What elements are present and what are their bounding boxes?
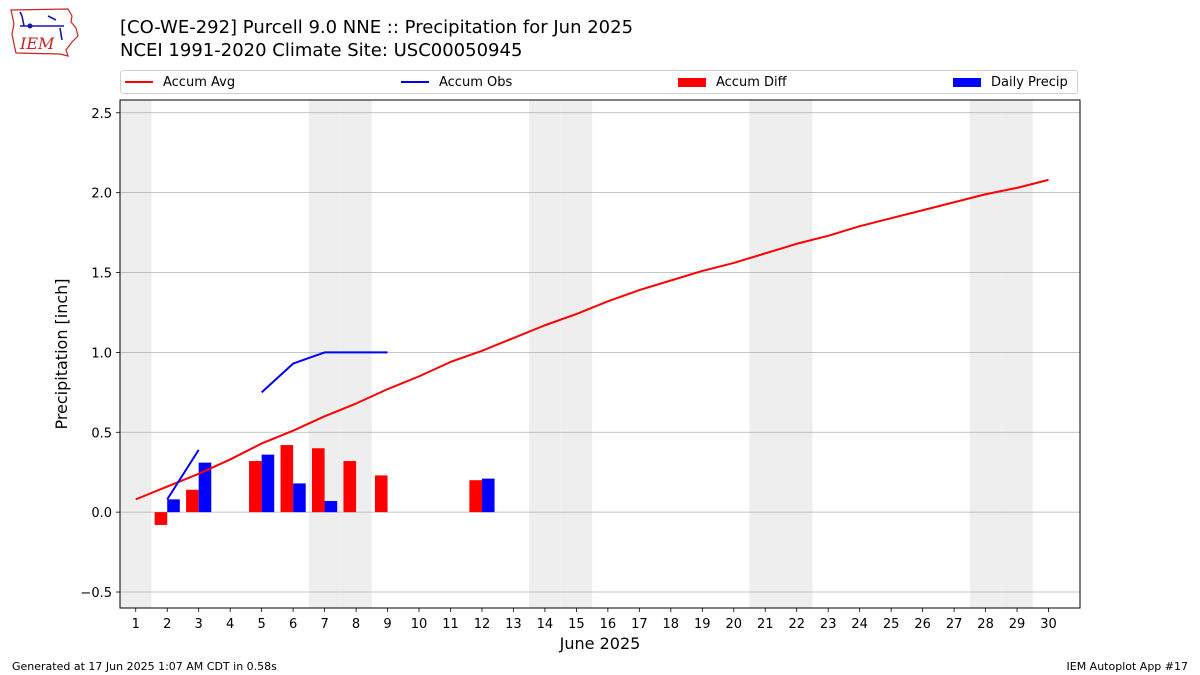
x-tick-label: 19 bbox=[694, 617, 711, 632]
footer-generated-text: Generated at 17 Jun 2025 1:07 AM CDT in … bbox=[12, 660, 277, 673]
legend-swatch-daily-precip bbox=[953, 77, 981, 87]
x-tick-label: 1 bbox=[132, 617, 140, 632]
x-tick-label: 15 bbox=[568, 617, 585, 632]
x-tick-label: 16 bbox=[600, 617, 617, 632]
x-tick-label: 2 bbox=[163, 617, 171, 632]
x-tick-label: 17 bbox=[631, 617, 648, 632]
x-tick-label: 25 bbox=[883, 617, 900, 632]
legend-swatch-accum-avg bbox=[125, 81, 153, 83]
weekend-band bbox=[780, 100, 813, 608]
legend-item-accum-diff: Accum Diff bbox=[678, 71, 787, 93]
weekend-band bbox=[340, 100, 372, 608]
x-tick-label: 3 bbox=[195, 617, 203, 632]
legend-item-accum-avg: Accum Avg bbox=[125, 71, 235, 93]
x-axis-ticks: 1 2 3 4 5 6 7 8 9 10 11 12 13 14 15 16 17 18 19 20 21 22 23 24 2… bbox=[132, 608, 1057, 632]
bar-daily-precip bbox=[324, 500, 338, 513]
x-tick-label: 30 bbox=[1040, 617, 1057, 632]
gridlines bbox=[120, 112, 1080, 593]
footer-app-text: IEM Autoplot App #17 bbox=[1066, 660, 1189, 673]
y-tick-label: −0.5 bbox=[80, 586, 112, 601]
chart-title: [CO-WE-292] Purcell 9.0 NNE :: Precipita… bbox=[120, 17, 634, 38]
y-axis-ticks: −0.5 0.0 0.5 1.0 1.5 2.0 2.5 bbox=[80, 107, 120, 601]
chart-subtitle: NCEI 1991-2020 Climate Site: USC00050945 bbox=[120, 40, 523, 61]
weekend-band bbox=[1001, 100, 1033, 608]
x-axis-label: June 2025 bbox=[559, 634, 641, 653]
legend-swatch-accum-diff bbox=[678, 77, 706, 87]
x-tick-label: 14 bbox=[537, 617, 554, 632]
y-tick-label: 1.0 bbox=[91, 346, 112, 361]
line-accum-obs bbox=[260, 351, 388, 394]
bar-daily-precip bbox=[198, 462, 212, 513]
iowa-outline-shape bbox=[10, 8, 79, 57]
bar-daily-precip bbox=[293, 483, 306, 513]
line-accum-avg bbox=[135, 178, 1049, 501]
logo-text: IEM bbox=[19, 34, 55, 53]
weekend-band bbox=[969, 100, 1002, 608]
bar-accum-diff bbox=[374, 475, 388, 513]
x-tick-label: 8 bbox=[352, 617, 360, 632]
x-tick-label: 4 bbox=[226, 617, 234, 632]
legend-label-accum-obs: Accum Obs bbox=[439, 74, 513, 90]
plot-frame bbox=[119, 99, 1081, 609]
y-axis-label: Precipitation [inch] bbox=[52, 278, 71, 429]
y-tick-label: 2.0 bbox=[91, 187, 112, 202]
legend-label-daily-precip: Daily Precip bbox=[991, 74, 1068, 90]
legend-item-daily-precip: Daily Precip bbox=[953, 71, 1068, 93]
x-tick-label: 13 bbox=[505, 617, 522, 632]
x-tick-label: 21 bbox=[757, 617, 774, 632]
x-tick-label: 5 bbox=[257, 617, 265, 632]
bar-accum-diff bbox=[469, 480, 482, 513]
y-tick-label: 0.5 bbox=[91, 426, 112, 441]
sun-icon bbox=[27, 23, 33, 29]
legend-item-accum-obs: Accum Obs bbox=[401, 71, 512, 93]
bar-accum-diff bbox=[312, 448, 325, 513]
weekend-shading bbox=[120, 100, 1033, 608]
x-tick-label: 18 bbox=[663, 617, 680, 632]
bar-accum-diff bbox=[343, 461, 357, 513]
bar-daily-precip bbox=[481, 478, 495, 513]
bar-daily-precip bbox=[261, 454, 275, 513]
x-tick-label: 6 bbox=[289, 617, 297, 632]
legend-swatch-accum-obs bbox=[401, 81, 429, 83]
weekend-band bbox=[749, 100, 781, 608]
bar-accum-diff bbox=[186, 489, 199, 513]
x-tick-label: 9 bbox=[383, 617, 391, 632]
bar-series bbox=[154, 445, 495, 525]
legend-label-accum-avg: Accum Avg bbox=[163, 74, 236, 90]
weekend-band bbox=[120, 100, 152, 608]
x-tick-label: 10 bbox=[411, 617, 428, 632]
weather-vane-icon bbox=[19, 11, 64, 41]
x-tick-label: 28 bbox=[977, 617, 994, 632]
bar-accum-diff bbox=[249, 461, 262, 513]
weekend-band bbox=[529, 100, 561, 608]
chart-legend: Accum Avg Accum Obs Accum Diff Daily Pre… bbox=[120, 70, 1078, 94]
bar-daily-precip bbox=[167, 499, 180, 513]
x-tick-label: 26 bbox=[914, 617, 931, 632]
x-tick-label: 29 bbox=[1009, 617, 1026, 632]
line-series bbox=[135, 178, 1049, 501]
x-tick-label: 24 bbox=[851, 617, 868, 632]
x-tick-label: 27 bbox=[946, 617, 963, 632]
x-tick-label: 22 bbox=[788, 617, 805, 632]
bar-accum-diff bbox=[280, 445, 294, 513]
y-tick-label: 2.5 bbox=[91, 107, 112, 122]
iem-logo: IEM bbox=[10, 8, 79, 57]
y-tick-label: 1.5 bbox=[91, 267, 112, 282]
x-tick-label: 7 bbox=[320, 617, 328, 632]
legend-label-accum-diff: Accum Diff bbox=[716, 74, 787, 90]
line-accum-obs bbox=[166, 449, 200, 500]
x-tick-label: 12 bbox=[474, 617, 491, 632]
x-tick-label: 23 bbox=[820, 617, 837, 632]
bar-accum-diff bbox=[154, 512, 168, 525]
weekend-band bbox=[560, 100, 593, 608]
y-tick-label: 0.0 bbox=[91, 506, 112, 521]
x-tick-label: 11 bbox=[442, 617, 459, 632]
x-tick-label: 20 bbox=[725, 617, 742, 632]
weekend-band bbox=[308, 100, 341, 608]
